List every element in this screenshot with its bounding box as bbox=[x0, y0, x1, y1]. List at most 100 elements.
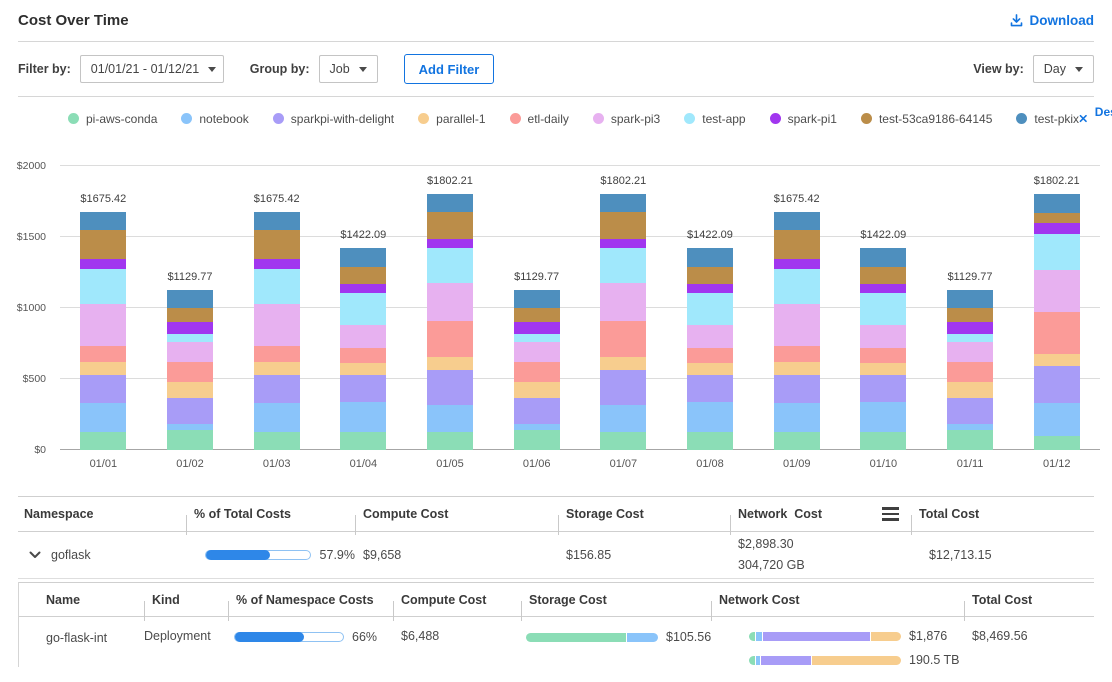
legend-item-spark-pi1[interactable]: spark-pi1 bbox=[769, 112, 837, 126]
legend-item-etl-daily[interactable]: etl-daily bbox=[509, 112, 569, 126]
divider bbox=[18, 41, 1094, 42]
bar-segment-sparkpi-with-delight bbox=[340, 375, 387, 403]
bar-segment-notebook bbox=[166, 423, 213, 431]
namespace-row-goflask[interactable]: goflask 57.9% $9,658 $156.85 $2,898.30 3… bbox=[18, 532, 1094, 579]
x-tick-label: 01/11 bbox=[956, 458, 984, 470]
bar-segment-test-app bbox=[773, 268, 820, 305]
bar-segment-pi-aws-conda bbox=[426, 432, 473, 450]
legend-dot-icon bbox=[684, 113, 696, 124]
x-tick-label: 01/10 bbox=[869, 458, 898, 470]
bar-segment-notebook bbox=[860, 402, 907, 432]
bar-segment-test-pkix bbox=[513, 289, 560, 309]
bar-segment-spark-pi1 bbox=[946, 322, 993, 334]
bar-segment-pi-aws-conda bbox=[600, 432, 647, 450]
legend-item-test-53ca9186-64145[interactable]: test-53ca9186-64145 bbox=[860, 112, 992, 126]
bar-segment-etl-daily bbox=[340, 347, 387, 364]
y-tick-label: $1500 bbox=[16, 231, 46, 243]
legend-item-parallel-1[interactable]: parallel-1 bbox=[418, 112, 486, 126]
bar-01/10[interactable] bbox=[860, 248, 907, 450]
bar-segment-sparkpi-with-delight bbox=[860, 375, 907, 403]
x-tick-label: 01/06 bbox=[522, 458, 551, 470]
bar-segment-etl-daily bbox=[426, 320, 473, 358]
bar-segment-notebook bbox=[1033, 402, 1080, 436]
bar-segment-sparkpi-with-delight bbox=[1033, 366, 1080, 403]
legend-item-spark-pi3[interactable]: spark-pi3 bbox=[592, 111, 661, 126]
network-cost-cell: $2,898.30 304,720 GB bbox=[730, 534, 911, 576]
col-storage-cost: Storage Cost bbox=[521, 593, 711, 621]
bar-01/12[interactable] bbox=[1033, 194, 1080, 450]
legend-label: test-app bbox=[702, 111, 746, 126]
bar-segment-test-53ca9186-64145 bbox=[686, 267, 733, 284]
bar-01/09[interactable] bbox=[773, 212, 820, 450]
network-usage-value: 304,720 GB bbox=[738, 558, 805, 572]
bar-01/08[interactable] bbox=[686, 248, 733, 450]
legend-item-test-app[interactable]: test-app bbox=[684, 111, 746, 126]
network-usage-value: 190.5 TB bbox=[909, 653, 960, 667]
bar-segment-etl-daily bbox=[773, 346, 820, 363]
deselect-all-button[interactable]: Deselect All bbox=[1079, 105, 1112, 133]
bar-01/06[interactable] bbox=[513, 289, 560, 450]
cost-tables: Namespace % of Total Costs Compute Cost … bbox=[0, 496, 1112, 667]
bar-segment-test-app bbox=[686, 292, 733, 325]
bar-slot-01/10: $1422.09 bbox=[840, 166, 927, 450]
legend-dot-icon bbox=[181, 113, 193, 124]
bar-segment-test-pkix bbox=[600, 194, 647, 213]
workload-row-go-flask-int[interactable]: go-flask-int Deployment 66% $6,488 $105.… bbox=[19, 617, 1094, 667]
bar-01/07[interactable] bbox=[600, 194, 647, 450]
chevron-down-icon bbox=[358, 66, 367, 72]
legend-dot-icon bbox=[1016, 113, 1028, 124]
bar-segment-test-53ca9186-64145 bbox=[426, 212, 473, 240]
download-button[interactable]: Download bbox=[1009, 13, 1094, 28]
bar-01/05[interactable] bbox=[426, 194, 473, 450]
storage-cost-cell: $105.56 bbox=[521, 630, 711, 644]
bar-segment-parallel-1 bbox=[860, 363, 907, 376]
bar-total-label: $1802.21 bbox=[1033, 175, 1080, 188]
legend-label: spark-pi3 bbox=[610, 111, 661, 126]
group-by-select[interactable]: Job bbox=[318, 55, 378, 83]
legend-label: pi-aws-conda bbox=[86, 111, 158, 126]
bar-segment-test-pkix bbox=[860, 248, 907, 268]
namespace-cell: goflask bbox=[18, 548, 186, 562]
bar-segment-spark-pi3 bbox=[946, 342, 993, 363]
gridline bbox=[60, 378, 1100, 379]
chevron-down-icon[interactable] bbox=[28, 549, 42, 561]
filter-bar: Filter by: 01/01/21 - 01/12/21 Group by:… bbox=[0, 42, 1112, 96]
legend-item-sparkpi-with-delight[interactable]: sparkpi-with-delight bbox=[272, 112, 394, 126]
legend-item-test-pkix[interactable]: test-pkix bbox=[1016, 112, 1079, 126]
bar-01/01[interactable] bbox=[80, 212, 127, 450]
bar-01/11[interactable] bbox=[946, 289, 993, 450]
x-tick-label: 01/08 bbox=[696, 458, 724, 470]
col-compute-cost: Compute Cost bbox=[393, 593, 521, 621]
column-settings-icon[interactable] bbox=[882, 507, 899, 521]
bar-slot-01/07: $1802.21 bbox=[580, 166, 667, 450]
bar-segment-pi-aws-conda bbox=[513, 430, 560, 450]
legend-item-notebook[interactable]: notebook bbox=[181, 112, 249, 126]
bar-01/02[interactable] bbox=[166, 289, 213, 450]
bar-01/03[interactable] bbox=[253, 212, 300, 450]
bar-segment-etl-daily bbox=[946, 362, 993, 383]
minibar-segment bbox=[626, 633, 658, 642]
bar-segment-notebook bbox=[513, 423, 560, 431]
bar-segment-test-pkix bbox=[340, 248, 387, 268]
x-tick-label: 01/01 bbox=[89, 458, 118, 470]
bar-segment-notebook bbox=[773, 403, 820, 433]
bar-segment-test-app bbox=[600, 248, 647, 283]
bar-segment-notebook bbox=[80, 403, 127, 433]
bar-slot-01/05: $1802.21 bbox=[407, 166, 494, 450]
bar-segment-pi-aws-conda bbox=[253, 432, 300, 450]
bar-segment-pi-aws-conda bbox=[946, 430, 993, 450]
minibar-segment bbox=[526, 633, 626, 642]
date-range-select[interactable]: 01/01/21 - 01/12/21 bbox=[79, 55, 224, 83]
minibar-segment bbox=[871, 632, 901, 641]
add-filter-button[interactable]: Add Filter bbox=[403, 54, 495, 84]
bar-segment-parallel-1 bbox=[1033, 354, 1080, 367]
bar-segment-spark-pi1 bbox=[340, 283, 387, 293]
bar-segment-sparkpi-with-delight bbox=[166, 397, 213, 424]
bar-segment-test-53ca9186-64145 bbox=[340, 267, 387, 284]
bar-slot-01/04: $1422.09 bbox=[320, 166, 407, 450]
view-by-select[interactable]: Day bbox=[1032, 55, 1094, 83]
bar-01/04[interactable] bbox=[340, 248, 387, 450]
x-tick-label: 01/09 bbox=[782, 458, 811, 470]
bar-total-label: $1422.09 bbox=[687, 229, 733, 242]
legend-item-pi-aws-conda[interactable]: pi-aws-conda bbox=[68, 112, 157, 126]
